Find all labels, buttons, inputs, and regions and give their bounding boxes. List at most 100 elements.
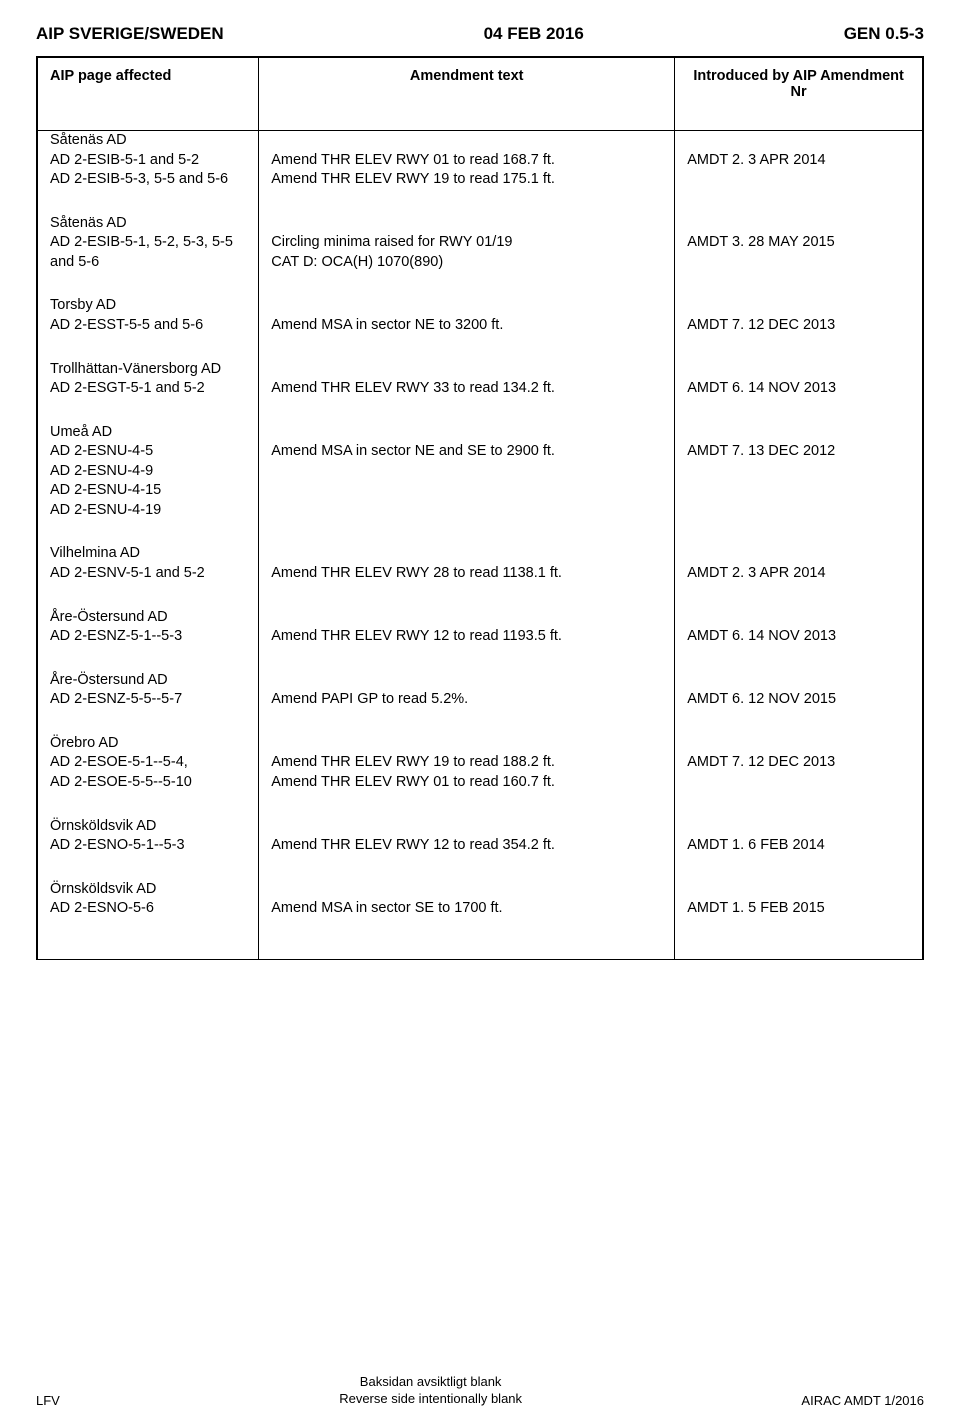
footer-right: AIRAC AMDT 1/2016 (801, 1393, 924, 1408)
cell-page: Örnsköldsvik AD AD 2-ESNO-5-1--5-3 (38, 817, 259, 880)
cell-text: AMDT 7. 12 DEC 2013 (687, 317, 835, 333)
footer-center: Baksidan avsiktligt blank Reverse side i… (60, 1373, 802, 1408)
page: AIP SVERIGE/SWEDEN 04 FEB 2016 GEN 0.5-3… (0, 0, 960, 1428)
table-row: Åre-Östersund AD AD 2-ESNZ-5-1--5-3 Amen… (38, 608, 923, 671)
cell-text: AMDT 2. 3 APR 2014 (687, 152, 825, 168)
cell-text: AMDT 7. 13 DEC 2012 (687, 443, 835, 459)
header-center: 04 FEB 2016 (224, 24, 844, 44)
cell-text: AD 2-ESIB-5-1, 5-2, 5-3, 5-5 and 5-6 (50, 234, 233, 270)
footer-text: Reverse side intentionally blank (339, 1391, 522, 1406)
cell-intro: AMDT 7. 13 DEC 2012 (675, 423, 923, 545)
page-footer: LFV Baksidan avsiktligt blank Reverse si… (36, 1373, 924, 1408)
cell-text: AD 2-ESOE-5-1--5-4, (50, 754, 188, 770)
cell-text: Såtenäs AD (50, 132, 127, 148)
table-row: Trollhättan-Vänersborg AD AD 2-ESGT-5-1 … (38, 360, 923, 423)
table-row: Såtenäs AD AD 2-ESIB-5-1, 5-2, 5-3, 5-5 … (38, 214, 923, 297)
cell-intro: AMDT 6. 14 NOV 2013 (675, 360, 923, 423)
cell-text: Örnsköldsvik AD (50, 818, 156, 834)
cell-text: Amend THR ELEV RWY 19 to read 188.2 ft. (271, 754, 555, 770)
footer-left: LFV (36, 1393, 60, 1408)
cell-text: Amend PAPI GP to read 5.2%. (271, 691, 468, 707)
cell-text: AMDT 1. 5 FEB 2015 (687, 900, 825, 916)
cell-amend: Amend PAPI GP to read 5.2%. (259, 671, 675, 734)
cell-text: AD 2-ESGT-5-1 and 5-2 (50, 380, 205, 396)
cell-amend: Amend THR ELEV RWY 01 to read 168.7 ft. … (259, 131, 675, 214)
footer-text: Baksidan avsiktligt blank (360, 1374, 502, 1389)
cell-intro: AMDT 3. 28 MAY 2015 (675, 214, 923, 297)
cell-intro: AMDT 7. 12 DEC 2013 (675, 296, 923, 359)
cell-page: Åre-Östersund AD AD 2-ESNZ-5-1--5-3 (38, 608, 259, 671)
cell-text: Umeå AD (50, 424, 112, 440)
table-row: Örnsköldsvik AD AD 2-ESNO-5-1--5-3 Amend… (38, 817, 923, 880)
cell-text: CAT D: OCA(H) 1070(890) (271, 254, 443, 270)
cell-text: AD 2-ESNU-4-9 (50, 463, 153, 479)
table-row: Torsby AD AD 2-ESST-5-5 and 5-6 Amend MS… (38, 296, 923, 359)
cell-text: AMDT 6. 14 NOV 2013 (687, 628, 836, 644)
cell-text: AD 2-ESNV-5-1 and 5-2 (50, 565, 205, 581)
cell-text: Amend THR ELEV RWY 12 to read 354.2 ft. (271, 837, 555, 853)
cell-amend: Amend THR ELEV RWY 12 to read 354.2 ft. (259, 817, 675, 880)
cell-amend: Amend MSA in sector NE and SE to 2900 ft… (259, 423, 675, 545)
cell-text: AD 2-ESNZ-5-1--5-3 (50, 628, 182, 644)
cell-text: AMDT 7. 12 DEC 2013 (687, 754, 835, 770)
table-header-row: AIP page affected Amendment text Introdu… (38, 58, 923, 131)
cell-text: AD 2-ESNZ-5-5--5-7 (50, 691, 182, 707)
table-row: Örebro AD AD 2-ESOE-5-1--5-4, AD 2-ESOE-… (38, 734, 923, 817)
cell-text: Amend MSA in sector SE to 1700 ft. (271, 900, 502, 916)
table-row: Åre-Östersund AD AD 2-ESNZ-5-5--5-7 Amen… (38, 671, 923, 734)
cell-text: Amend THR ELEV RWY 19 to read 175.1 ft. (271, 171, 555, 187)
cell-amend: Amend MSA in sector SE to 1700 ft. (259, 880, 675, 959)
cell-intro: AMDT 7. 12 DEC 2013 (675, 734, 923, 817)
cell-text: AD 2-ESIB-5-3, 5-5 and 5-6 (50, 171, 228, 187)
cell-intro: AMDT 2. 3 APR 2014 (675, 544, 923, 607)
header-right: GEN 0.5-3 (844, 24, 924, 44)
cell-text: AD 2-ESNU-4-15 (50, 482, 161, 498)
cell-text: AMDT 6. 12 NOV 2015 (687, 691, 836, 707)
cell-text: Trollhättan-Vänersborg AD (50, 361, 221, 377)
cell-page: Såtenäs AD AD 2-ESIB-5-1 and 5-2 AD 2-ES… (38, 131, 259, 214)
col-introduced-by: Introduced by AIP Amendment Nr (675, 58, 923, 131)
cell-text: Circling minima raised for RWY 01/19 (271, 234, 512, 250)
table-row: Såtenäs AD AD 2-ESIB-5-1 and 5-2 AD 2-ES… (38, 131, 923, 214)
cell-amend: Amend THR ELEV RWY 12 to read 1193.5 ft. (259, 608, 675, 671)
cell-page: Umeå AD AD 2-ESNU-4-5 AD 2-ESNU-4-9 AD 2… (38, 423, 259, 545)
cell-page: Trollhättan-Vänersborg AD AD 2-ESGT-5-1 … (38, 360, 259, 423)
table-row: Vilhelmina AD AD 2-ESNV-5-1 and 5-2 Amen… (38, 544, 923, 607)
cell-text: Örnsköldsvik AD (50, 881, 156, 897)
cell-intro: AMDT 6. 14 NOV 2013 (675, 608, 923, 671)
cell-text: AMDT 6. 14 NOV 2013 (687, 380, 836, 396)
cell-text: AD 2-ESNO-5-1--5-3 (50, 837, 185, 853)
cell-text: Amend THR ELEV RWY 01 to read 160.7 ft. (271, 774, 555, 790)
cell-text: Amend MSA in sector NE and SE to 2900 ft… (271, 443, 555, 459)
amendment-table-wrap: AIP page affected Amendment text Introdu… (36, 56, 924, 960)
cell-amend: Amend THR ELEV RWY 19 to read 188.2 ft. … (259, 734, 675, 817)
cell-amend: Circling minima raised for RWY 01/19 CAT… (259, 214, 675, 297)
cell-text: Torsby AD (50, 297, 116, 313)
cell-amend: Amend THR ELEV RWY 33 to read 134.2 ft. (259, 360, 675, 423)
cell-text: Amend THR ELEV RWY 33 to read 134.2 ft. (271, 380, 555, 396)
cell-amend: Amend MSA in sector NE to 3200 ft. (259, 296, 675, 359)
cell-text: Amend THR ELEV RWY 12 to read 1193.5 ft. (271, 628, 562, 644)
cell-text: Amend MSA in sector NE to 3200 ft. (271, 317, 503, 333)
cell-page: Örebro AD AD 2-ESOE-5-1--5-4, AD 2-ESOE-… (38, 734, 259, 817)
cell-intro: AMDT 2. 3 APR 2014 (675, 131, 923, 214)
cell-text: AD 2-ESOE-5-5--5-10 (50, 774, 192, 790)
col-page-affected: AIP page affected (38, 58, 259, 131)
cell-text: Amend THR ELEV RWY 01 to read 168.7 ft. (271, 152, 555, 168)
cell-intro: AMDT 1. 6 FEB 2014 (675, 817, 923, 880)
cell-text: AD 2-ESNU-4-5 (50, 443, 153, 459)
cell-page: Örnsköldsvik AD AD 2-ESNO-5-6 (38, 880, 259, 959)
cell-text: AD 2-ESNU-4-19 (50, 502, 161, 518)
cell-text: Åre-Östersund AD (50, 672, 168, 688)
header-left: AIP SVERIGE/SWEDEN (36, 24, 224, 44)
cell-page: Torsby AD AD 2-ESST-5-5 and 5-6 (38, 296, 259, 359)
cell-text: Vilhelmina AD (50, 545, 140, 561)
table-row: Umeå AD AD 2-ESNU-4-5 AD 2-ESNU-4-9 AD 2… (38, 423, 923, 545)
cell-intro: AMDT 6. 12 NOV 2015 (675, 671, 923, 734)
cell-amend: Amend THR ELEV RWY 28 to read 1138.1 ft. (259, 544, 675, 607)
cell-page: Åre-Östersund AD AD 2-ESNZ-5-5--5-7 (38, 671, 259, 734)
table-row: Örnsköldsvik AD AD 2-ESNO-5-6 Amend MSA … (38, 880, 923, 959)
cell-text: AD 2-ESST-5-5 and 5-6 (50, 317, 203, 333)
cell-text: AD 2-ESIB-5-1 and 5-2 (50, 152, 199, 168)
page-header: AIP SVERIGE/SWEDEN 04 FEB 2016 GEN 0.5-3 (36, 24, 924, 44)
